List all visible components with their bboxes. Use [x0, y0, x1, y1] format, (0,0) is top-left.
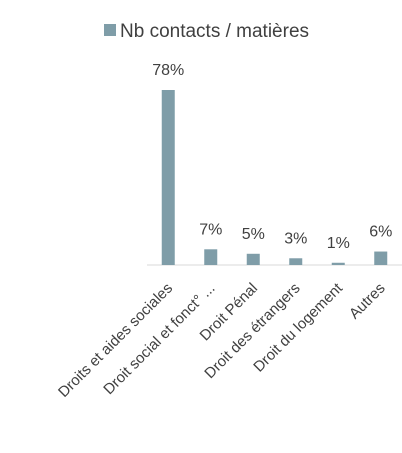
bar-5: [374, 251, 388, 265]
data-label-1: 7%: [199, 221, 222, 238]
data-label-5: 6%: [369, 224, 392, 241]
x-tick-label-5: Autres: [346, 280, 389, 323]
data-label-4: 1%: [327, 235, 350, 252]
legend-label: Nb contacts / matières: [120, 21, 309, 42]
legend: Nb contacts / matières: [104, 21, 309, 42]
bar-2: [246, 253, 260, 265]
bar-3: [289, 258, 303, 265]
data-label-0: 78%: [152, 62, 184, 79]
bar-1: [204, 249, 218, 265]
data-label-3: 3%: [284, 230, 307, 247]
legend-swatch: [104, 24, 116, 36]
data-label-2: 5%: [242, 226, 265, 243]
bar-4: [331, 262, 345, 265]
bar-0: [161, 90, 175, 265]
